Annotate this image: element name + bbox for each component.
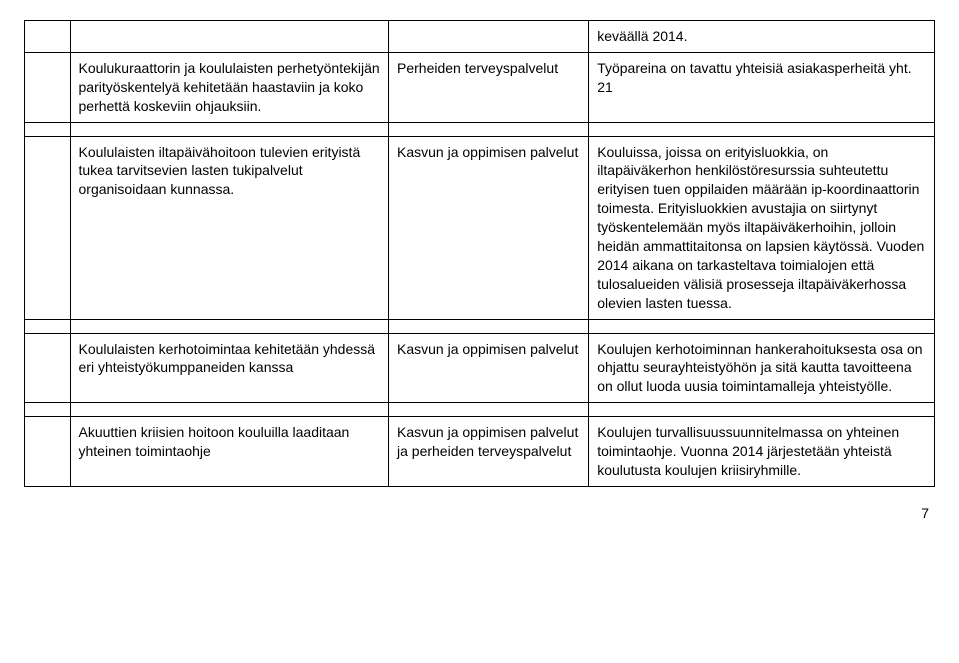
- data-table: keväällä 2014. Koulukuraattorin ja koulu…: [24, 20, 935, 487]
- cell-empty: [25, 333, 71, 403]
- cell-status: keväällä 2014.: [589, 21, 935, 53]
- cell-empty: [25, 417, 71, 487]
- table-row: Koululaisten kerhotoimintaa kehitetään y…: [25, 333, 935, 403]
- cell-status: Koulujen kerhotoiminnan hankerahoitukses…: [589, 333, 935, 403]
- cell-description: [70, 21, 389, 53]
- page-number: 7: [24, 505, 935, 521]
- cell-description: Koululaisten iltapäivähoitoon tulevien e…: [70, 136, 389, 319]
- cell-empty: [25, 21, 71, 53]
- table-row: keväällä 2014.: [25, 21, 935, 53]
- cell-description: Akuuttien kriisien hoitoon kouluilla laa…: [70, 417, 389, 487]
- cell-status: Kouluissa, joissa on erityisluokkia, on …: [589, 136, 935, 319]
- cell-empty: [25, 52, 71, 122]
- cell-service: Kasvun ja oppimisen palvelut: [389, 136, 589, 319]
- table-row: Koulukuraattorin ja koululaisten perhety…: [25, 52, 935, 122]
- spacer-row: [25, 403, 935, 417]
- table-row: Akuuttien kriisien hoitoon kouluilla laa…: [25, 417, 935, 487]
- cell-service: Kasvun ja oppimisen palvelut: [389, 333, 589, 403]
- cell-description: Koulukuraattorin ja koululaisten perhety…: [70, 52, 389, 122]
- spacer-row: [25, 319, 935, 333]
- cell-description: Koululaisten kerhotoimintaa kehitetään y…: [70, 333, 389, 403]
- cell-service: Kasvun ja oppimisen palvelut ja perheide…: [389, 417, 589, 487]
- cell-service: Perheiden terveyspalvelut: [389, 52, 589, 122]
- spacer-row: [25, 122, 935, 136]
- cell-status: Koulujen turvallisuussuunnitelmassa on y…: [589, 417, 935, 487]
- cell-empty: [25, 136, 71, 319]
- cell-status: Työpareina on tavattu yhteisiä asiakaspe…: [589, 52, 935, 122]
- table-row: Koululaisten iltapäivähoitoon tulevien e…: [25, 136, 935, 319]
- cell-service: [389, 21, 589, 53]
